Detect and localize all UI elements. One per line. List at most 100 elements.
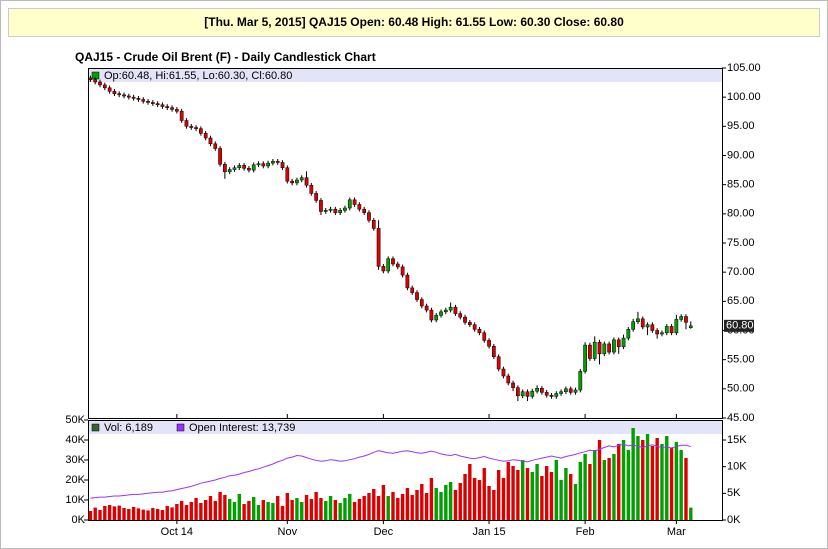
candle-body <box>688 325 693 328</box>
candle-body <box>607 343 611 353</box>
price-legend-band <box>89 69 722 82</box>
candle-body <box>381 266 386 272</box>
volume-bar <box>415 490 419 520</box>
volume-bar <box>179 501 184 520</box>
volume-bar <box>482 468 486 520</box>
candle-body <box>597 341 602 355</box>
volume-bar <box>655 438 659 520</box>
candle-body <box>650 324 655 331</box>
volume-bar <box>170 507 174 520</box>
candle-body <box>280 162 285 168</box>
volume-bar <box>492 490 496 520</box>
volume-bar <box>607 458 611 520</box>
volume-bar <box>381 485 386 520</box>
candle-body <box>338 210 343 213</box>
volume-bar <box>396 498 400 520</box>
chart-title: QAJ15 - Crude Oil Brent (F) - Daily Cand… <box>75 50 376 64</box>
candle-body <box>578 371 583 391</box>
volume-bar <box>362 496 366 520</box>
volume-bar <box>256 505 261 520</box>
candle-body <box>559 391 563 394</box>
volume-bar <box>429 478 434 520</box>
volume-bar <box>689 507 693 520</box>
volume-bar <box>165 506 169 520</box>
volume-bar <box>276 496 280 520</box>
candle-body <box>251 164 256 171</box>
candle-body <box>472 324 477 330</box>
volume-bar <box>376 496 381 520</box>
candle-body <box>160 104 165 107</box>
y-tick-label: 95.00 <box>727 120 755 132</box>
candle-body <box>400 266 405 276</box>
candle-body <box>107 87 112 92</box>
candle-body <box>443 309 448 313</box>
volume-bar <box>439 492 443 520</box>
volume-bar <box>280 506 285 520</box>
volume-bar <box>98 510 102 520</box>
candle-body <box>376 228 381 267</box>
volume-bar <box>424 493 429 520</box>
candle-body <box>131 96 136 99</box>
volume-bar <box>453 490 458 520</box>
volume-bar <box>319 498 323 520</box>
volume-bar <box>247 501 251 520</box>
candle-body <box>434 315 439 321</box>
y-tick-label: 50.00 <box>727 383 755 395</box>
volume-bar <box>549 472 554 520</box>
volume-bar <box>213 501 217 520</box>
volume-bar <box>669 448 674 520</box>
candle-body <box>343 207 347 211</box>
candle-body <box>496 356 501 370</box>
volume-bar <box>674 442 679 520</box>
volume-bar <box>194 498 198 520</box>
open-interest-line <box>90 443 691 499</box>
candle-body <box>564 388 568 393</box>
volume-bar <box>468 464 472 520</box>
candle-body <box>199 128 203 134</box>
candle-body <box>592 341 597 359</box>
y-tick-label: 80.00 <box>727 208 755 220</box>
volume-bar <box>400 494 405 520</box>
volume-bar <box>573 484 578 520</box>
candle-body <box>150 102 155 104</box>
candle-body <box>189 126 194 128</box>
header-box <box>8 8 820 37</box>
volume-bar <box>112 506 117 520</box>
volume-bar <box>208 496 213 520</box>
volume-bar <box>535 464 539 520</box>
volume-bar <box>314 492 318 520</box>
volume-bar <box>420 484 424 520</box>
candle-body <box>126 95 131 98</box>
candle-body <box>122 94 126 97</box>
candle-body <box>309 185 314 194</box>
candle-body <box>549 395 554 397</box>
candle-body <box>266 162 270 167</box>
candle-body <box>492 346 496 357</box>
volume-bar <box>650 446 655 520</box>
candle-body <box>626 329 631 339</box>
volume-bar <box>448 482 453 520</box>
volume-bar <box>684 458 688 520</box>
candle-body <box>424 305 429 311</box>
candle-body <box>237 165 242 169</box>
volume-bar <box>146 510 150 520</box>
volume-bar <box>405 488 410 520</box>
candle-body <box>621 337 626 348</box>
volume-bar <box>160 510 165 520</box>
volume-bar <box>127 509 131 520</box>
volume-bar <box>309 499 314 520</box>
candle-body <box>439 311 443 316</box>
volume-bar <box>338 503 342 520</box>
volume-bar <box>593 450 597 520</box>
x-tick-label: Mar <box>667 526 686 538</box>
last-value-tag <box>724 319 754 332</box>
candle-body <box>275 161 280 163</box>
candle-body <box>429 309 434 321</box>
candle-body <box>290 180 294 184</box>
candle-body <box>535 388 539 392</box>
x-tick-label: Nov <box>278 526 298 538</box>
candle-body <box>568 388 573 393</box>
volume-bar <box>93 507 97 520</box>
volume-bar <box>554 460 558 520</box>
